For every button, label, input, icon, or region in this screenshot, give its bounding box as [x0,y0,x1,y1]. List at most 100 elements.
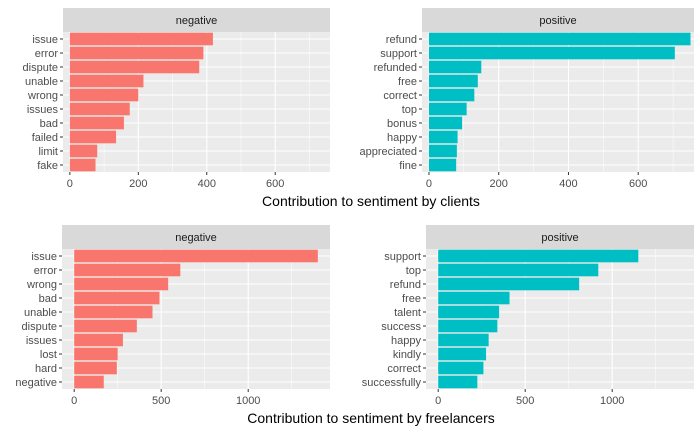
facet-label: positive [541,232,578,244]
y-tick-label: issues [27,104,59,116]
y-tick-label: happy [387,132,417,144]
y-tick-label: lost [40,349,57,361]
bar-limit [69,144,98,158]
y-tick-label: error [34,265,58,277]
y-tick-label: negative [15,377,57,389]
y-tick-label: appreciated [360,146,418,158]
y-tick-label: bad [39,293,57,305]
bar-fake [69,158,96,172]
y-tick-label: top [406,265,421,277]
y-tick-label: issues [26,335,58,347]
facet-label: negative [175,232,217,244]
facet-strip [62,225,330,249]
y-tick-label: correct [387,363,421,375]
x-tick-label: 0 [426,178,432,190]
x-tick-label: 600 [266,178,284,190]
y-tick-label: fake [37,160,58,172]
x-tick-label: 400 [198,178,216,190]
facet-label: positive [539,15,576,27]
x-tick-label: 500 [152,395,170,407]
x-tick-label: 400 [559,178,577,190]
y-tick-label: unable [24,307,57,319]
y-tick-label: bonus [387,118,417,130]
y-tick-label: free [402,293,421,305]
bar-unable [69,74,144,88]
y-tick-label: talent [394,307,421,319]
y-tick-label: dispute [22,321,57,333]
y-tick-label: failed [32,132,58,144]
facet-strip [63,8,330,32]
facet-strip [422,8,694,32]
facet-label: negative [176,15,218,27]
row-label-freelancers: Contribution to sentiment by freelancers [247,410,494,426]
bar-top [438,263,599,277]
y-tick-label: unable [25,76,58,88]
y-tick-label: free [398,76,417,88]
bar-dispute [74,319,137,333]
y-tick-label: bad [40,118,58,130]
x-tick-label: 1000 [600,395,624,407]
bar-wrong [74,277,169,291]
y-tick-label: support [384,251,421,263]
row-label-clients: Contribution to sentiment by clients [262,193,480,209]
bar-unable [74,305,153,319]
bar-bad [74,291,160,305]
bar-bonus [428,116,463,130]
y-tick-label: success [381,321,421,333]
x-tick-label: 600 [629,178,647,190]
x-tick-label: 500 [516,395,534,407]
facet-strip [426,225,694,249]
panel-clients-negative: negative issue error dispute unable wrong issu… [23,8,330,190]
x-tick-label: 0 [67,178,73,190]
y-tick-label: issue [32,34,58,46]
x-tick-label: 1000 [236,395,260,407]
bar-support [428,46,675,60]
y-tick-label: correct [383,90,417,102]
x-tick-label: 0 [71,395,77,407]
bar-happy [438,333,489,347]
bar-hard [74,361,117,375]
y-tick-label: hard [35,363,57,375]
bar-issues [74,333,123,347]
bar-appreciated [428,144,457,158]
bar-successfully [438,375,478,389]
bar-correct [428,88,475,102]
bar-refund [438,277,580,291]
bar-talent [438,305,500,319]
y-tick-label: refund [386,34,417,46]
y-tick-label: wrong [26,279,57,291]
bar-success [438,319,498,333]
bar-fine [428,158,457,172]
bar-refunded [428,60,482,74]
y-tick-label: successfully [362,377,422,389]
bar-failed [69,130,117,144]
bar-issue [74,249,318,263]
bar-issue [69,32,213,46]
bar-bad [69,116,124,130]
y-tick-label: wrong [27,90,58,102]
panel-freelancers-positive: positive support top refund free talent succes… [362,225,694,407]
y-tick-label: fine [399,160,417,172]
bar-top [428,102,467,116]
bar-free [438,291,510,305]
bar-issues [69,102,130,116]
y-tick-label: kindly [393,349,422,361]
bar-error [69,46,204,60]
bar-error [74,263,181,277]
bar-support [438,249,639,263]
bar-dispute [69,60,200,74]
y-tick-label: limit [38,146,58,158]
x-tick-label: 200 [490,178,508,190]
panel-freelancers-negative: negative issue error wrong bad unable dispute i… [15,225,330,407]
y-tick-label: dispute [23,62,58,74]
bar-wrong [69,88,139,102]
y-tick-label: refund [390,279,421,291]
bar-lost [74,347,118,361]
bar-free [428,74,478,88]
y-tick-label: refunded [374,62,417,74]
bar-correct [438,361,484,375]
y-tick-label: happy [391,335,421,347]
y-tick-label: error [35,48,59,60]
